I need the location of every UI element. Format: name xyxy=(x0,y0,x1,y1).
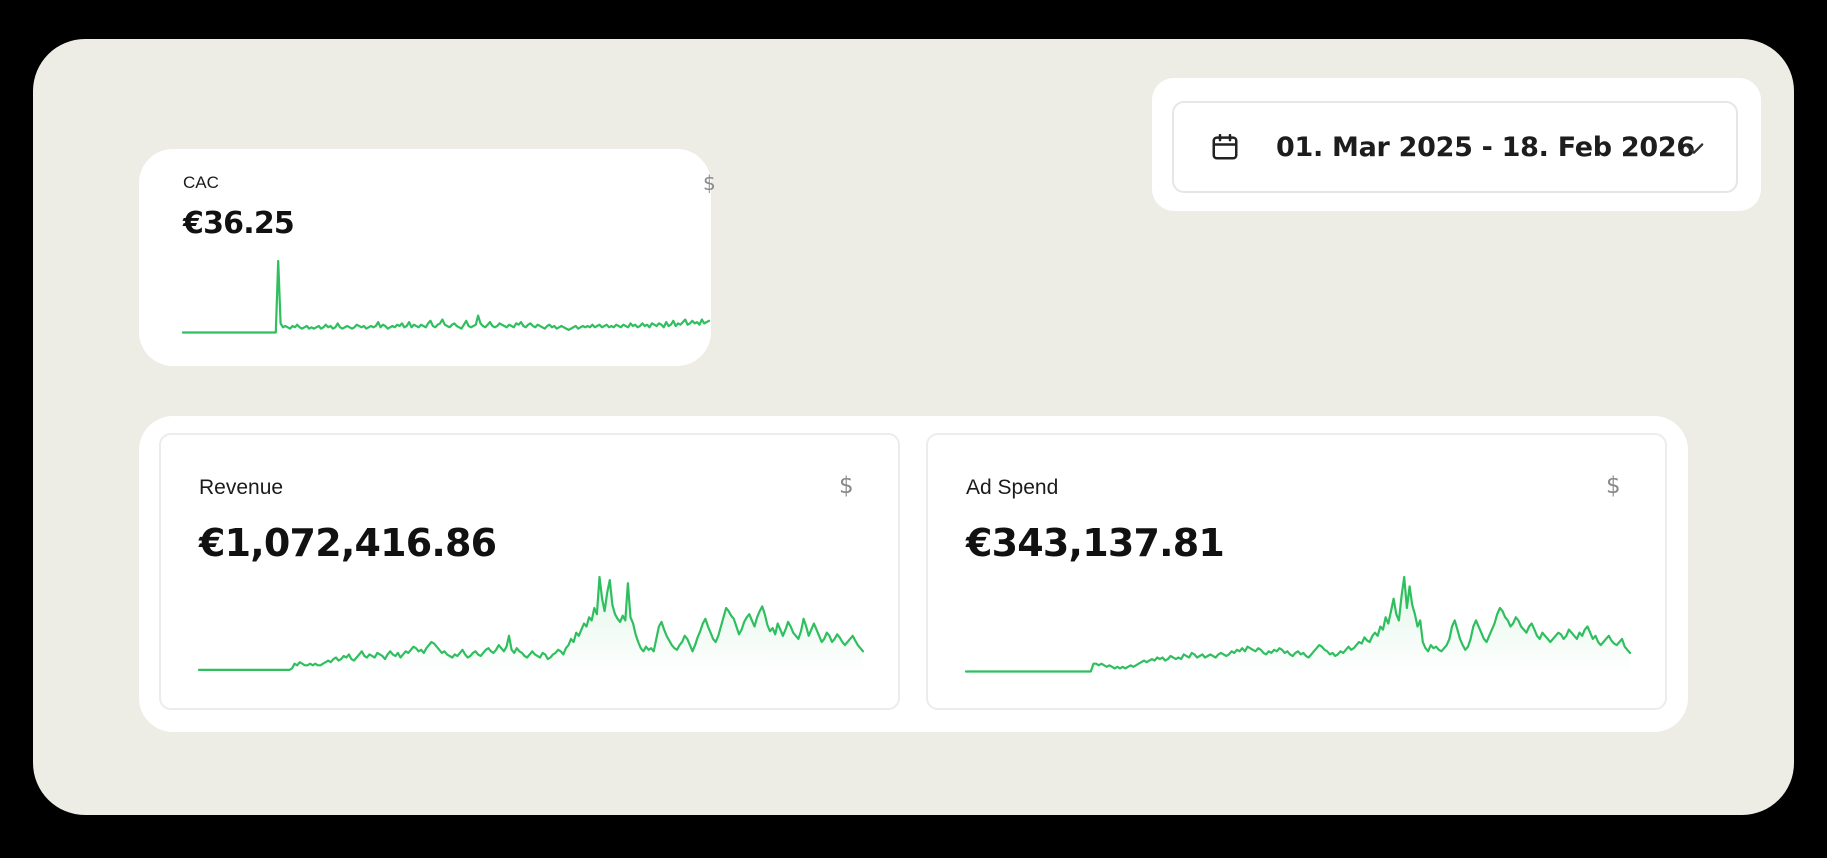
metrics-panel: Revenue $ €1,072,416.86 Ad Spend $ €343,… xyxy=(139,416,1688,732)
revenue-card: Revenue $ €1,072,416.86 xyxy=(159,433,900,710)
revenue-title: Revenue xyxy=(199,476,284,499)
revenue-value: €1,072,416.86 xyxy=(199,521,497,565)
ad-spend-title: Ad Spend xyxy=(966,476,1059,499)
revenue-series-line xyxy=(197,575,865,672)
cac-card: CAC $ €36.25 xyxy=(149,149,716,366)
revenue-area-fill xyxy=(199,577,863,675)
ad-spend-value: €343,137.81 xyxy=(966,521,1225,565)
ad-spend-card: Ad Spend $ €343,137.81 xyxy=(926,433,1667,710)
dollar-icon: $ xyxy=(703,171,716,195)
date-range-picker[interactable]: 01. Mar 2025 - 18. Feb 2026 xyxy=(1172,101,1738,193)
date-range-label: 01. Mar 2025 - 18. Feb 2026 xyxy=(1276,131,1695,163)
cac-series-line xyxy=(181,259,711,334)
cac-title: CAC xyxy=(183,173,219,192)
revenue-sparkline xyxy=(197,575,865,675)
ad_spend-series-line xyxy=(964,575,1632,673)
cac-sparkline xyxy=(181,259,711,334)
chevron-down-icon[interactable] xyxy=(1680,134,1708,162)
date-range-panel: 01. Mar 2025 - 18. Feb 2026 xyxy=(1152,78,1761,211)
dashboard-canvas: CAC $ €36.25 01. Mar 2025 - 18. Feb 2026 xyxy=(33,39,1794,815)
cac-panel: CAC $ €36.25 xyxy=(139,149,716,366)
ad-spend-sparkline xyxy=(964,575,1632,675)
dollar-icon: $ xyxy=(839,473,854,499)
calendar-icon xyxy=(1210,132,1240,162)
ad_spend-area-fill xyxy=(966,577,1630,675)
cac-value: €36.25 xyxy=(183,206,295,241)
dollar-icon: $ xyxy=(1606,473,1621,499)
